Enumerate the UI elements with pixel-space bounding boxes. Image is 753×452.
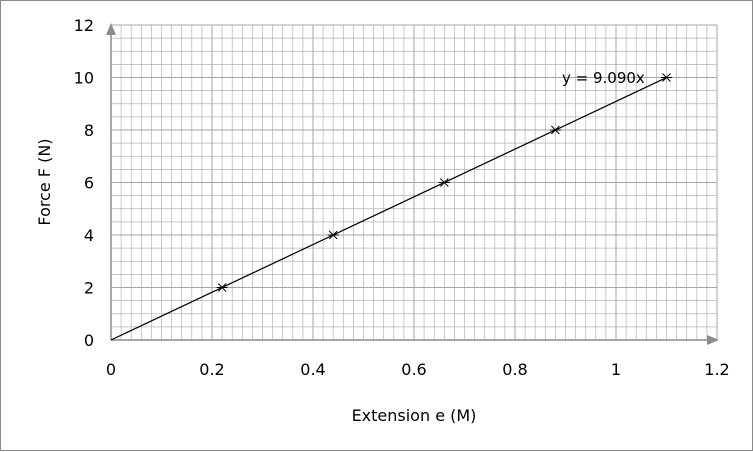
- y-axis-arrow-icon: [106, 23, 116, 35]
- x-tick-label: 0.6: [401, 360, 426, 379]
- data-point: [438, 178, 450, 187]
- x-axis-title: Extension e (M): [352, 406, 477, 425]
- trendline: [110, 76, 667, 341]
- y-tick-label: 12: [74, 16, 94, 35]
- trendline-path: [110, 76, 667, 341]
- axes: [106, 23, 719, 345]
- y-tick-label: 4: [84, 226, 94, 245]
- data-point: [327, 230, 339, 240]
- x-tick-label: 0.8: [502, 360, 527, 379]
- y-tick-label: 8: [84, 121, 94, 140]
- x-axis-arrow-icon: [707, 335, 719, 345]
- data-point-stroke: [217, 283, 227, 292]
- gridlines: [111, 24, 718, 340]
- x-tick-label: 0.2: [199, 360, 224, 379]
- tick-labels: 0 0.2 0.4 0.6 0.8 1 1.2 0 2 4 6 8 10 12: [74, 16, 730, 379]
- y-axis-title: Force F (N): [35, 138, 54, 225]
- y-tick-label: 0: [84, 331, 94, 350]
- trendline-equation: y = 9.090x: [562, 69, 645, 87]
- x-tick-label: 0.4: [300, 360, 325, 379]
- x-tick-label: 1: [611, 360, 621, 379]
- y-tick-label: 10: [74, 69, 94, 88]
- data-point-stroke: [662, 73, 671, 82]
- data-point-stroke: [551, 125, 560, 135]
- x-tick-label: 0: [106, 360, 116, 379]
- data-point: [216, 283, 228, 292]
- data-point: [549, 125, 561, 135]
- x-tick-label: 1.2: [704, 360, 729, 379]
- y-tick-label: 2: [84, 279, 94, 298]
- data-point: [661, 73, 672, 82]
- data-point-stroke: [328, 230, 338, 240]
- data-points: [216, 73, 672, 292]
- y-tick-label: 6: [84, 174, 94, 193]
- data-point-stroke: [439, 178, 449, 187]
